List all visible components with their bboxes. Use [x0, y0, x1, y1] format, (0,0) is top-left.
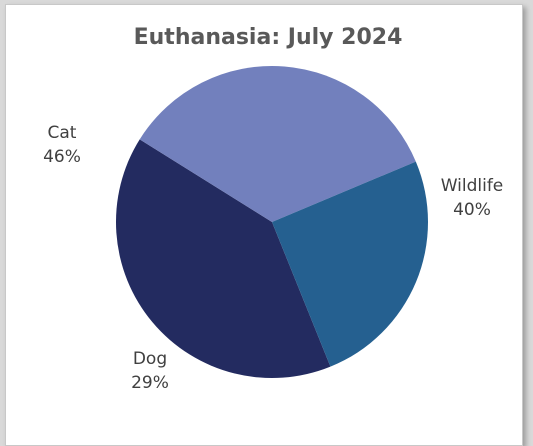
data-label-value-wildlife: 40%: [453, 200, 491, 220]
data-label-value-dog: 29%: [131, 373, 169, 393]
data-label-category-wildlife: Wildlife: [441, 176, 504, 196]
pie-slice-dog: [272, 161, 429, 367]
pie-slice-cat: [115, 139, 331, 379]
chart-title: Euthanasia: July 2024: [134, 25, 403, 50]
pie-slice-wildlife: [139, 65, 416, 223]
data-label-value-cat: 46%: [43, 147, 81, 167]
data-labels: Cat 46% Wildlife 40% Dog 29%: [43, 123, 503, 393]
pie-chart: Euthanasia: July 2024 Cat 46% Wildlife 40% D…: [43, 25, 503, 393]
data-label-category-cat: Cat: [48, 123, 77, 143]
pie-slices: [115, 65, 429, 379]
data-label-category-dog: Dog: [133, 349, 167, 369]
